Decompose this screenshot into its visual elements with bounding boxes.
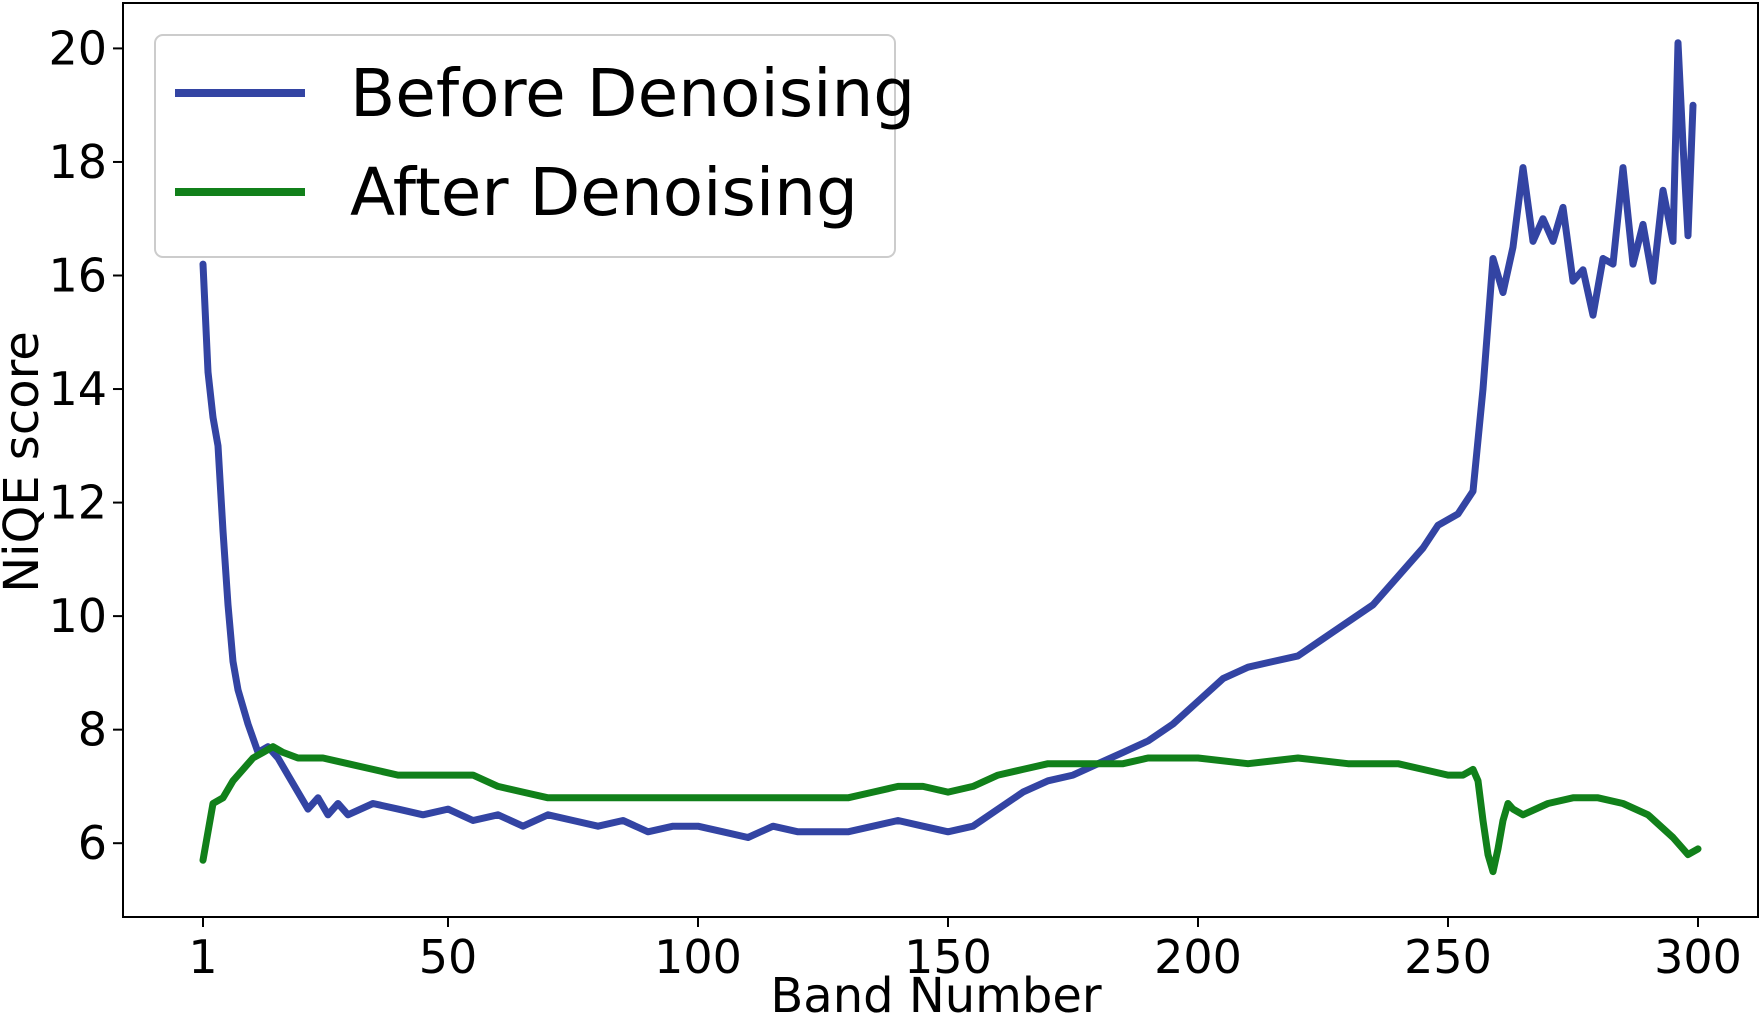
x-tick-label: 100 (654, 930, 742, 984)
y-tick-label: 14 (48, 362, 107, 416)
x-tick-label: 150 (904, 930, 992, 984)
legend: Before Denoising After Denoising (154, 34, 915, 258)
y-tick-label: 12 (48, 476, 107, 530)
x-tick-label: 300 (1654, 930, 1742, 984)
y-tick-label: 6 (78, 816, 107, 870)
x-tick-label: 1 (188, 930, 217, 984)
plot-frame (122, 2, 1759, 918)
legend-box (154, 34, 896, 258)
x-tick-label: 250 (1404, 930, 1492, 984)
series-line-after-denoising (199, 743, 1702, 876)
x-tick-label: 50 (419, 930, 478, 984)
series-line-before-denoising (199, 39, 1697, 841)
legend-label-before-denoising: Before Denoising (350, 55, 915, 132)
y-tick-label: 16 (48, 248, 107, 302)
legend-label-after-denoising: After Denoising (350, 154, 858, 231)
y-tick-label: 20 (48, 21, 107, 75)
y-axis-label: NiQE score (0, 331, 50, 593)
y-tick-label: 10 (48, 589, 107, 643)
x-tick-label: 200 (1154, 930, 1242, 984)
series-layer (199, 39, 1702, 876)
x-axis-label: Band Number (770, 968, 1102, 1024)
y-tick-label: 18 (48, 135, 107, 189)
y-tick-label: 8 (78, 703, 107, 757)
